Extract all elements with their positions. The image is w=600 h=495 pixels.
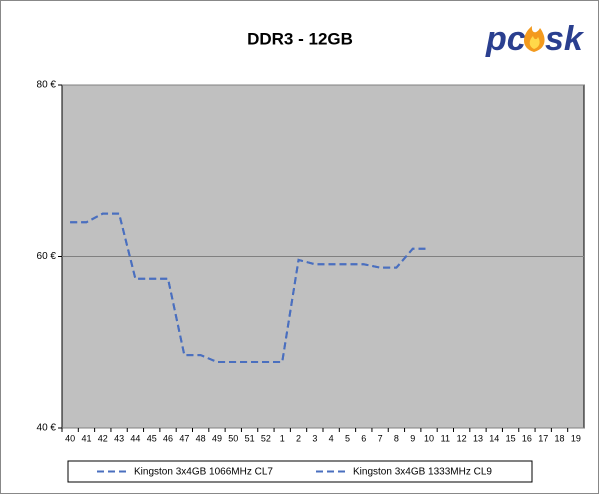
x-tick-label: 50 [228,433,238,443]
legend [67,460,533,483]
x-tick-label: 5 [345,433,350,443]
y-tick-label: 80 € [37,80,57,91]
x-tick-label: 42 [98,433,108,443]
x-tick-label: 45 [147,433,157,443]
logo-flame-inner [529,36,540,49]
x-tick-label: 52 [261,433,271,443]
x-tick-label: 49 [212,433,222,443]
logo-right: sk [545,20,585,58]
x-tick-label: 46 [163,433,173,443]
x-tick-label: 18 [555,433,565,443]
x-tick-label: 15 [506,433,516,443]
x-tick-label: 10 [424,433,434,443]
x-tick-label: 14 [489,433,499,443]
x-tick-label: 44 [130,433,140,443]
legend-label: Kingston 3x4GB 1066MHz CL7 [134,467,273,478]
y-tick-label: 40 € [37,423,57,434]
x-tick-label: 13 [473,433,483,443]
x-tick-label: 17 [538,433,548,443]
logo: pc sk [485,20,585,58]
x-tick-label: 1 [280,433,285,443]
x-tick-label: 19 [571,433,581,443]
x-tick-label: 51 [245,433,255,443]
x-tick-label: 43 [114,433,124,443]
x-tick-label: 3 [312,433,317,443]
x-tick-label: 12 [457,433,467,443]
x-tick-label: 47 [179,433,189,443]
x-tick-label: 4 [329,433,334,443]
x-tick-label: 16 [522,433,532,443]
x-tick-label: 48 [196,433,206,443]
x-tick-label: 41 [81,433,91,443]
x-tick-label: 9 [410,433,415,443]
legend-label: Kingston 3x4GB 1333MHz CL9 [353,467,492,478]
x-tick-label: 2 [296,433,301,443]
x-tick-label: 8 [394,433,399,443]
x-tick-label: 40 [65,433,75,443]
y-tick-label: 60 € [37,251,57,262]
chart-title: DDR3 - 12GB [247,29,353,48]
x-tick-label: 11 [441,433,450,443]
x-tick-label: 7 [378,433,383,443]
x-tick-label: 6 [361,433,366,443]
logo-left: pc [485,20,526,58]
